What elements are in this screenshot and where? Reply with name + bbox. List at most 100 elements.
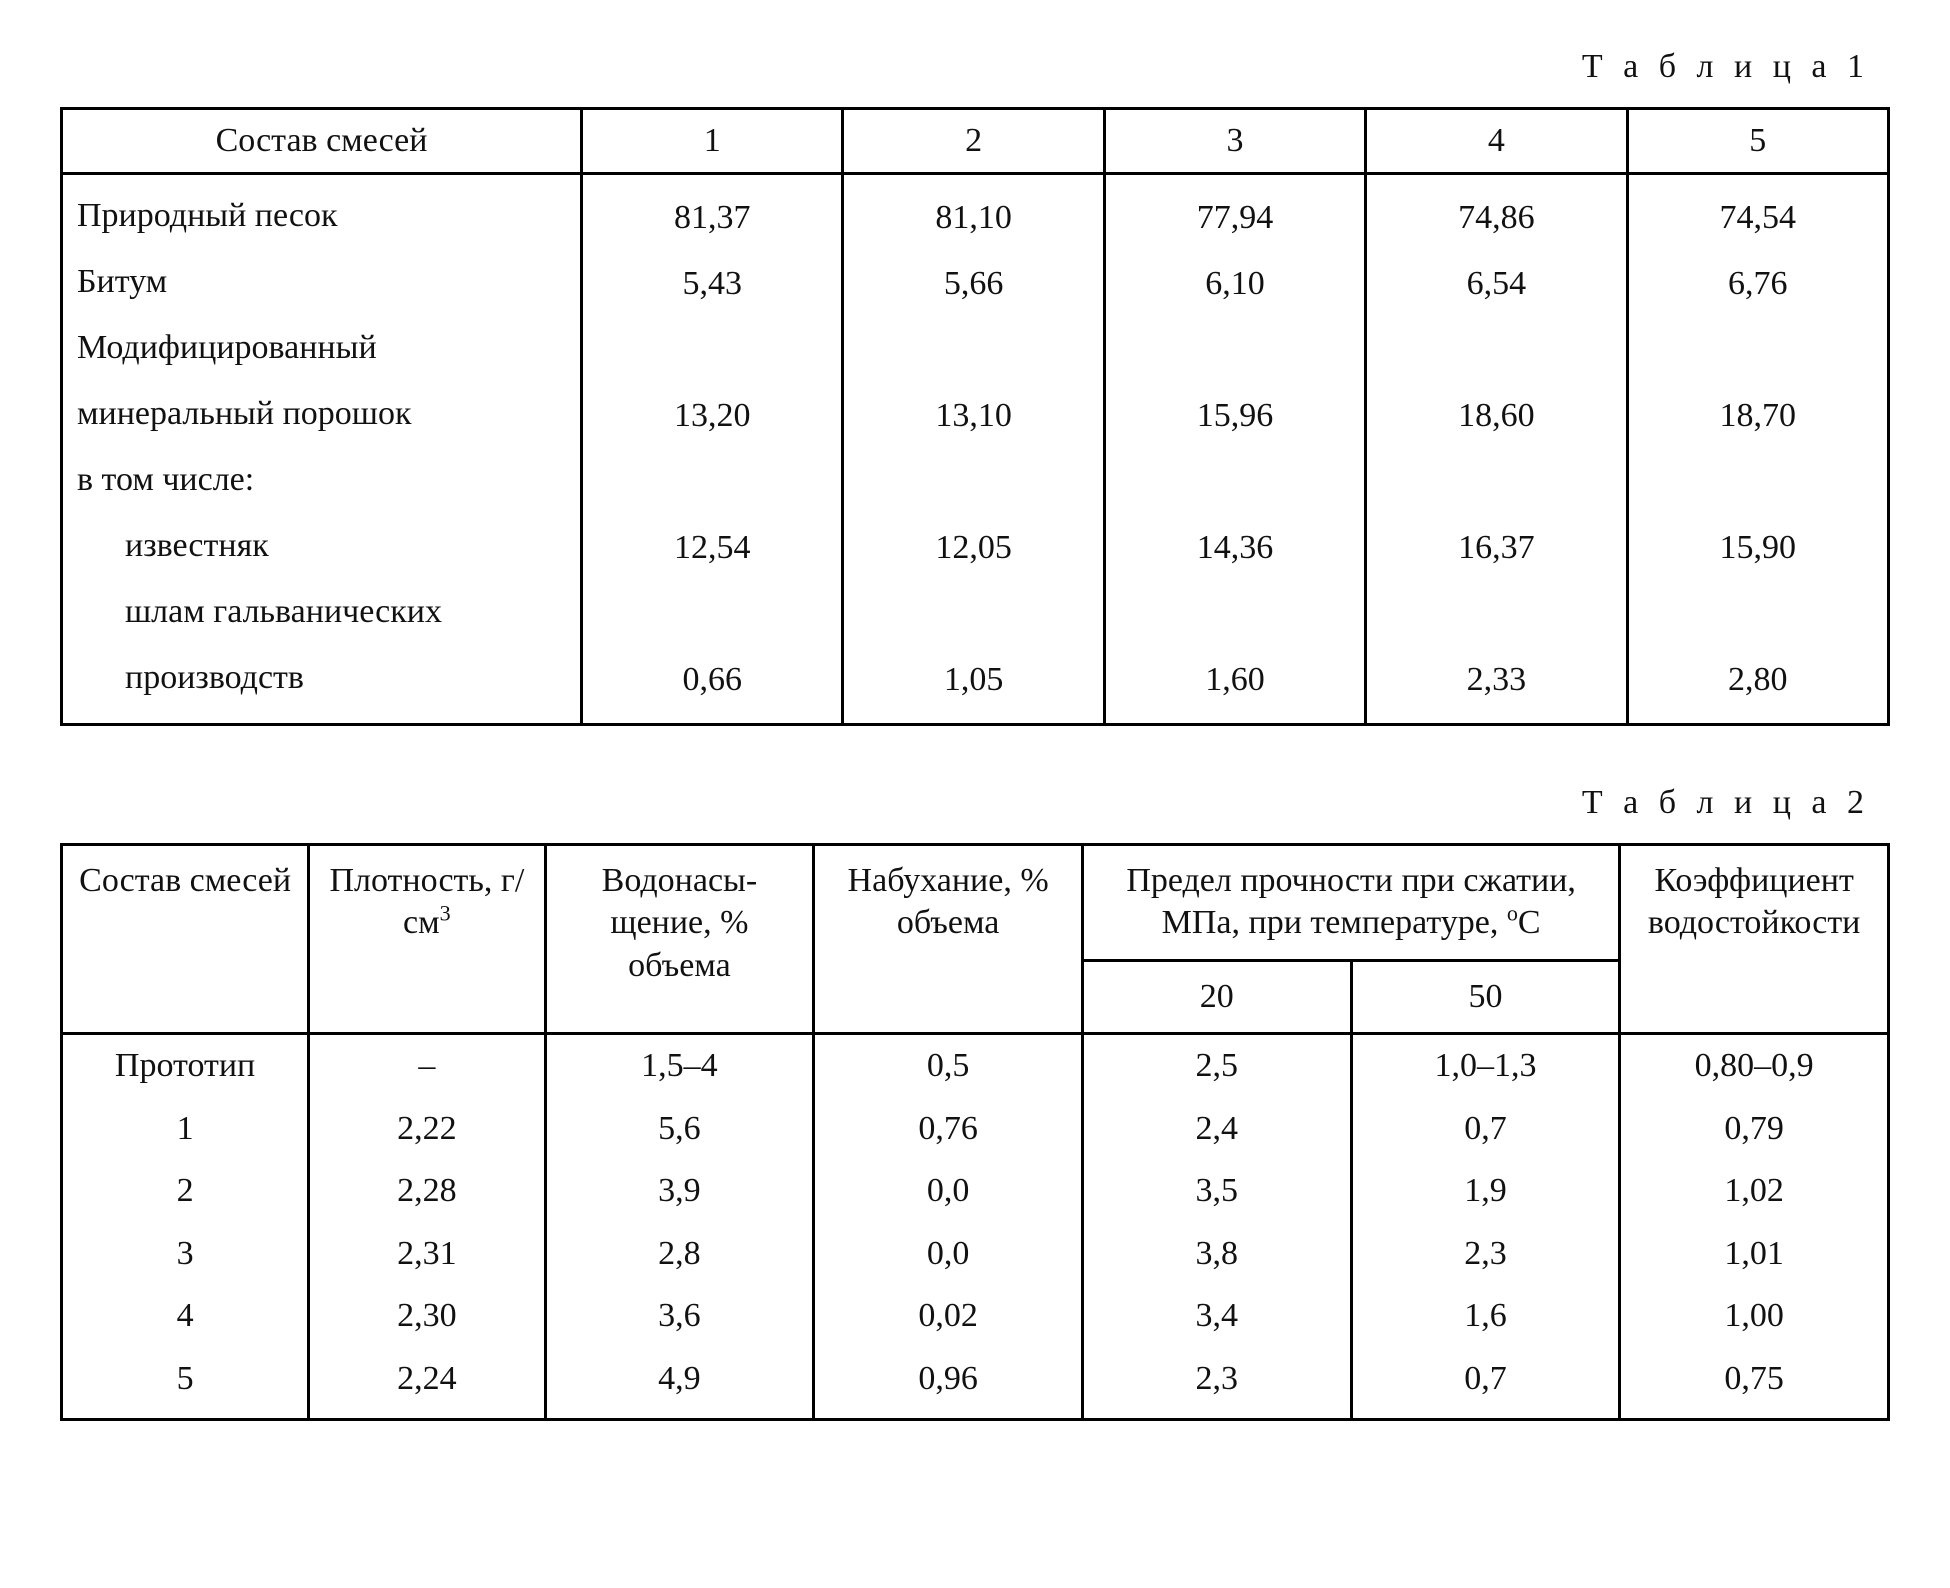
table1-cell: 5,66 — [858, 251, 1088, 317]
table2-cell: 4 — [62, 1285, 309, 1348]
table2-header-c45-post: С — [1518, 904, 1541, 941]
table1-row-label: Битум — [77, 249, 566, 315]
table1-cell — [1643, 581, 1873, 647]
table1-cell: 1,05 — [858, 647, 1088, 713]
table1-row-label: известняк — [77, 513, 566, 579]
table2-cell: 0,0 — [814, 1160, 1083, 1223]
table2-header-c1-sup: 3 — [440, 901, 451, 926]
table1-header-col: 2 — [843, 108, 1104, 174]
table2-header-c1-text: Плотность, г/см — [329, 862, 524, 942]
table1-cell: 0,66 — [597, 647, 827, 713]
table1-header-label: Состав смесей — [62, 108, 582, 174]
table1-cell: 5,43 — [597, 251, 827, 317]
table2-cell: 3,8 — [1082, 1223, 1351, 1286]
table2-row: 4 2,30 3,6 0,02 3,4 1,6 1,00 — [62, 1285, 1889, 1348]
table1-cell — [858, 317, 1088, 383]
table2-cell: 1,6 — [1351, 1285, 1620, 1348]
table2-cell: 3,6 — [545, 1285, 814, 1348]
table2-cell: 1 — [62, 1098, 309, 1161]
table1-cell: 74,86 — [1381, 185, 1611, 251]
table2-cell: 0,96 — [814, 1348, 1083, 1420]
table2-header-c0: Состав сме­сей — [62, 844, 309, 1034]
table1-header-row: Состав смесей 1 2 3 4 5 — [62, 108, 1889, 174]
table1-cell — [858, 581, 1088, 647]
table1-cell: 14,36 — [1120, 515, 1350, 581]
table1-row-label: в том числе: — [77, 447, 566, 513]
table1-col2: 81,10 5,66 13,10 12,05 1,05 — [843, 174, 1104, 725]
table1-cell — [1120, 581, 1350, 647]
table1-cell: 1,60 — [1120, 647, 1350, 713]
table1-cell: 15,90 — [1643, 515, 1873, 581]
table1-row-label: минеральный порошок — [77, 381, 566, 447]
table1-cell: 6,54 — [1381, 251, 1611, 317]
table1-cell — [1643, 317, 1873, 383]
table1-cell — [858, 449, 1088, 515]
table2-header-c3: Набухание, % объема — [814, 844, 1083, 1034]
table1-cell — [1120, 317, 1350, 383]
table1-cell: 77,94 — [1120, 185, 1350, 251]
table1-cell — [1381, 449, 1611, 515]
table1-cell: 2,33 — [1381, 647, 1611, 713]
table1-cell: 13,20 — [597, 383, 827, 449]
table1-cell: 13,10 — [858, 383, 1088, 449]
table2-cell: 0,02 — [814, 1285, 1083, 1348]
table2-row: 5 2,24 4,9 0,96 2,3 0,7 0,75 — [62, 1348, 1889, 1420]
table2: Состав сме­сей Плотность, г/см3 Водонасы… — [60, 843, 1890, 1422]
table1-row-label: Природный песок — [77, 183, 566, 249]
table1-cell: 15,96 — [1120, 383, 1350, 449]
table2-cell: 0,5 — [814, 1034, 1083, 1098]
table1-caption: Т а б л и ц а 1 — [60, 46, 1870, 89]
table1-cell — [597, 317, 827, 383]
table1-cell — [1381, 581, 1611, 647]
table1-header-col: 3 — [1104, 108, 1365, 174]
table2-cell: 0,7 — [1351, 1098, 1620, 1161]
table1-cell: 81,10 — [858, 185, 1088, 251]
table1-cell: 12,54 — [597, 515, 827, 581]
table2-cell: 2,30 — [309, 1285, 545, 1348]
table2-header-c2: Водонасы­щение, % объема — [545, 844, 814, 1034]
table2-header-row1: Состав сме­сей Плотность, г/см3 Водонасы… — [62, 844, 1889, 960]
table2-cell: 2,4 — [1082, 1098, 1351, 1161]
table1-col4: 74,86 6,54 18,60 16,37 2,33 — [1366, 174, 1627, 725]
table2-cell: 1,01 — [1620, 1223, 1889, 1286]
table2-header-c4: 20 — [1082, 960, 1351, 1034]
table1-header-col: 4 — [1366, 108, 1627, 174]
table1-cell: 16,37 — [1381, 515, 1611, 581]
table2-cell: 1,0–1,3 — [1351, 1034, 1620, 1098]
table1-cell — [1381, 317, 1611, 383]
table2-row: Прототип – 1,5–4 0,5 2,5 1,0–1,3 0,80–0,… — [62, 1034, 1889, 1098]
table2-cell: 2,22 — [309, 1098, 545, 1161]
table2-cell: 5 — [62, 1348, 309, 1420]
table-gap — [60, 726, 1890, 776]
table2-header-c45-sup: о — [1507, 901, 1518, 926]
table1-col1: 81,37 5,43 13,20 12,54 0,66 — [582, 174, 843, 725]
table1-cell — [597, 449, 827, 515]
table2-header-c1: Плотность, г/см3 — [309, 844, 545, 1034]
table2-cell: 2 — [62, 1160, 309, 1223]
table1: Состав смесей 1 2 3 4 5 Природный песок … — [60, 107, 1890, 727]
table2-cell: 2,3 — [1351, 1223, 1620, 1286]
table2-cell: 1,9 — [1351, 1160, 1620, 1223]
table2-cell: 0,75 — [1620, 1348, 1889, 1420]
table1-cell — [1120, 449, 1350, 515]
table2-cell: 0,0 — [814, 1223, 1083, 1286]
table1-cell: 12,05 — [858, 515, 1088, 581]
table2-cell: 0,80–0,9 — [1620, 1034, 1889, 1098]
table2-cell: 1,00 — [1620, 1285, 1889, 1348]
table1-cell: 18,70 — [1643, 383, 1873, 449]
table2-row: 1 2,22 5,6 0,76 2,4 0,7 0,79 — [62, 1098, 1889, 1161]
table1-cell: 81,37 — [597, 185, 827, 251]
table2-cell: 1,02 — [1620, 1160, 1889, 1223]
table2-cell: 0,7 — [1351, 1348, 1620, 1420]
table1-cell — [597, 581, 827, 647]
table1-col5: 74,54 6,76 18,70 15,90 2,80 — [1627, 174, 1888, 725]
table1-cell: 74,54 — [1643, 185, 1873, 251]
table2-cell: 2,31 — [309, 1223, 545, 1286]
table1-row-label: шлам гальванических — [77, 579, 566, 645]
table2-cell: 0,79 — [1620, 1098, 1889, 1161]
table2-cell: 3 — [62, 1223, 309, 1286]
table1-header-col: 1 — [582, 108, 843, 174]
table2-cell: 3,9 — [545, 1160, 814, 1223]
table1-cell: 18,60 — [1381, 383, 1611, 449]
table1-labels-cell: Природный песок Битум Модифицированный м… — [62, 174, 582, 725]
